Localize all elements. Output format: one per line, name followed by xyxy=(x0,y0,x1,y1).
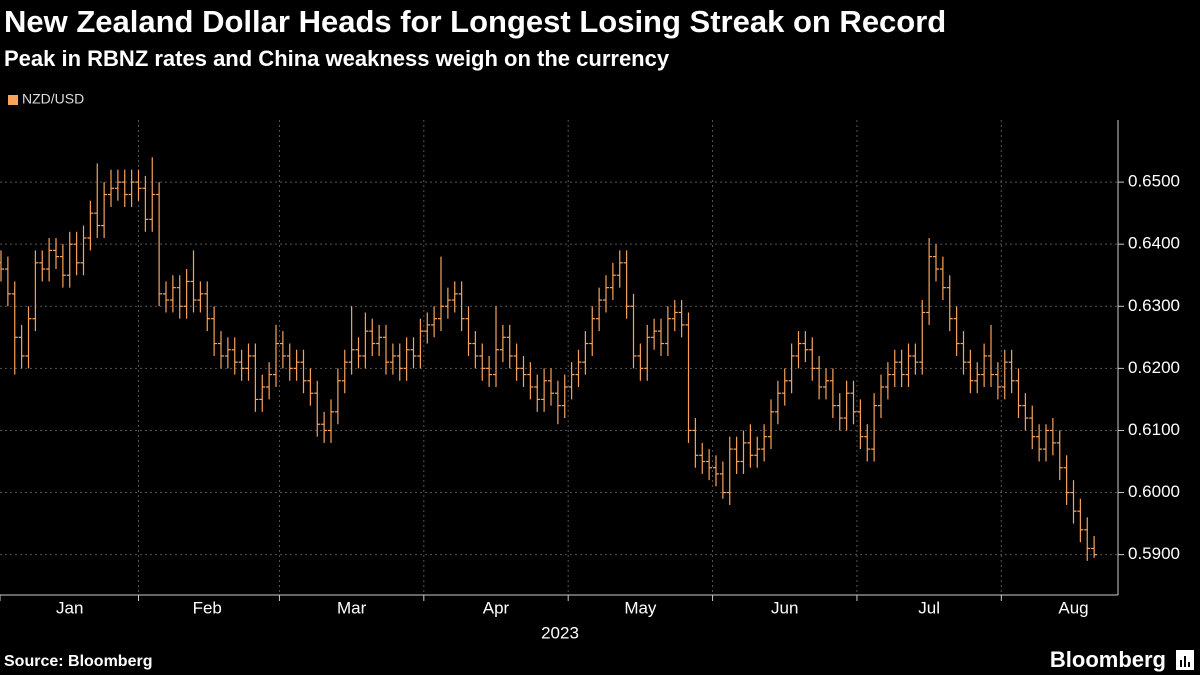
brand: Bloomberg xyxy=(1050,647,1166,672)
x-tick-label: Mar xyxy=(337,598,367,617)
y-tick-label: 0.5900 xyxy=(1128,544,1180,563)
x-tick-label: Apr xyxy=(483,598,510,617)
x-tick-label: May xyxy=(624,598,657,617)
x-tick-label: Jul xyxy=(918,598,940,617)
x-tick-label: Feb xyxy=(193,598,222,617)
x-tick-label: Jan xyxy=(56,598,83,617)
chart-title: New Zealand Dollar Heads for Longest Los… xyxy=(4,4,946,39)
y-tick-label: 0.6400 xyxy=(1128,234,1180,253)
y-tick-label: 0.6200 xyxy=(1128,358,1180,377)
chart-subtitle: Peak in RBNZ rates and China weakness we… xyxy=(4,46,670,71)
y-tick-label: 0.6500 xyxy=(1128,172,1180,191)
legend-label: NZD/USD xyxy=(22,91,84,107)
y-tick-label: 0.6300 xyxy=(1128,296,1180,315)
brand-icon xyxy=(1176,650,1194,670)
x-tick-label: Aug xyxy=(1058,598,1088,617)
y-tick-label: 0.6000 xyxy=(1128,482,1180,501)
x-axis-label: 2023 xyxy=(541,623,579,642)
legend-swatch xyxy=(8,95,18,105)
y-tick-label: 0.6100 xyxy=(1128,420,1180,439)
source: Source: Bloomberg xyxy=(4,653,152,670)
x-tick-label: Jun xyxy=(771,598,798,617)
